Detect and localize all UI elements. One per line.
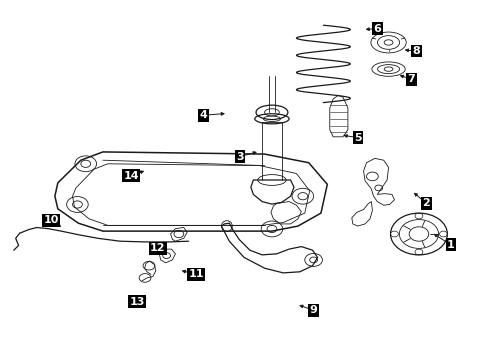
Text: 1: 1 (447, 240, 455, 250)
Text: 9: 9 (310, 305, 318, 315)
Text: 4: 4 (199, 110, 207, 120)
Text: 13: 13 (129, 297, 145, 307)
Text: 3: 3 (236, 152, 244, 162)
Text: 2: 2 (422, 198, 430, 208)
Text: 7: 7 (408, 74, 416, 84)
Text: 12: 12 (150, 243, 166, 253)
Text: 10: 10 (44, 215, 59, 225)
Text: 5: 5 (354, 132, 362, 143)
Text: 8: 8 (413, 46, 420, 56)
Text: 14: 14 (123, 171, 139, 181)
Text: 6: 6 (373, 24, 381, 34)
Text: 11: 11 (188, 269, 204, 279)
